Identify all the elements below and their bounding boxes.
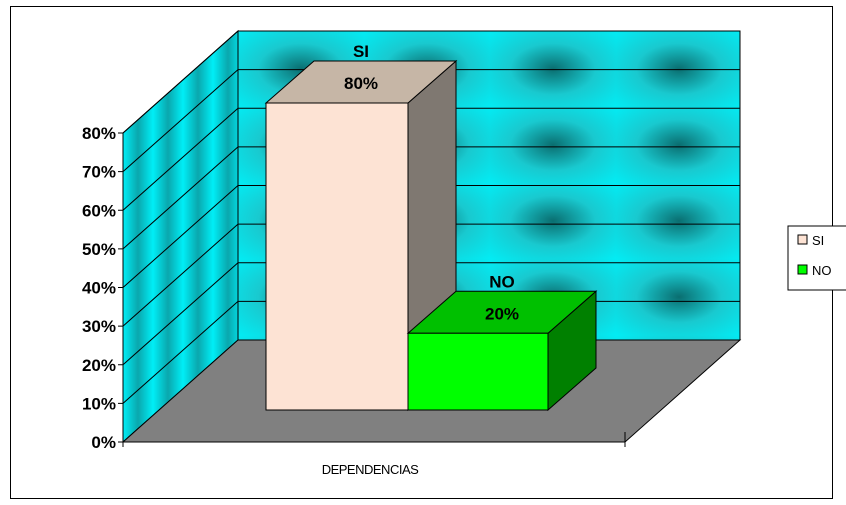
data-label-value: 20% <box>485 304 519 323</box>
y-tick-label: 30% <box>82 317 116 336</box>
bar-no <box>406 290 598 412</box>
legend-swatch <box>797 234 808 245</box>
bar-front <box>265 102 409 411</box>
gridline <box>122 223 740 327</box>
bars <box>264 59 598 412</box>
data-label-name: SI <box>353 42 369 61</box>
y-tick-label: 0% <box>91 433 116 452</box>
y-tick-label: 60% <box>82 201 116 220</box>
legend-label: SI <box>812 233 824 248</box>
gridline <box>122 107 740 211</box>
bar-labels: SI 80% NO 20% <box>344 42 519 323</box>
gridline <box>122 146 740 250</box>
bar-front <box>407 332 549 411</box>
legend: SI NO <box>787 225 846 291</box>
gridline <box>122 185 740 288</box>
gridline <box>122 69 740 172</box>
data-label-name: NO <box>489 272 515 291</box>
data-label-value: 80% <box>344 74 378 93</box>
y-tick-label: 70% <box>82 163 116 182</box>
y-axis: 0% 10% 20% 30% 40% 50% 60% 70% 80% <box>82 124 626 452</box>
y-tick-label: 50% <box>82 240 116 259</box>
y-tick-label: 20% <box>82 356 116 375</box>
y-tick-label: 40% <box>82 279 116 298</box>
gridline <box>122 262 740 366</box>
bar-si <box>264 59 458 412</box>
category-label: DEPENDENCIAS <box>322 462 419 477</box>
legend-swatch <box>797 264 808 275</box>
legend-label: NO <box>812 263 832 278</box>
y-tick-label: 80% <box>82 124 116 143</box>
y-tick-label: 10% <box>82 394 116 413</box>
gridline <box>122 30 740 134</box>
